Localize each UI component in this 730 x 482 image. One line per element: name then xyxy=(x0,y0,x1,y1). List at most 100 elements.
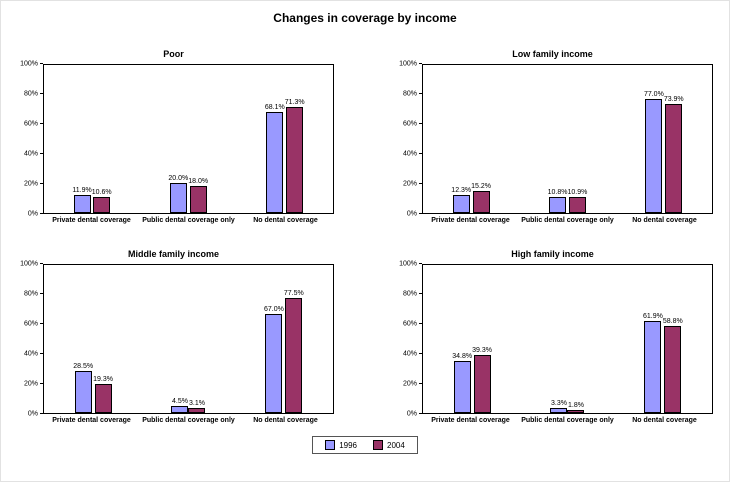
bar-wrapper: 58.8% xyxy=(663,265,683,413)
y-tick-label: 20% xyxy=(402,380,417,388)
y-tick-mark xyxy=(40,63,43,64)
bar-wrapper: 12.3% xyxy=(451,65,471,213)
bar-group: 12.3% 15.2% xyxy=(451,65,491,213)
category-label: Private dental coverage xyxy=(431,217,510,224)
legend-row: 1996 2004 xyxy=(1,436,729,455)
bar-value-label: 1.8% xyxy=(568,402,584,410)
y-tick-label: 20% xyxy=(402,180,417,188)
chart-high-family-income: High family income 0% 20% 40% 60% 80% 100% 34… xyxy=(392,249,713,425)
chart-body: 0% 20% 40% 60% 80% 100% 11.9% 10.6% 20.0% 18.0% 6… xyxy=(13,60,334,218)
chart-title: Poor xyxy=(163,49,184,59)
bar-2004 xyxy=(472,190,490,213)
bar-2004 xyxy=(568,196,586,213)
bar-wrapper: 3.1% xyxy=(188,265,206,413)
x-axis: Private dental coverage Public dental cov… xyxy=(43,214,334,225)
y-tick-mark xyxy=(419,352,422,354)
bar-2004 xyxy=(94,384,112,413)
legend-item: 1996 xyxy=(325,440,357,451)
bar-wrapper: 68.1% xyxy=(265,65,285,213)
category-label: Public dental coverage only xyxy=(142,217,235,224)
x-axis: Private dental coverage Public dental cov… xyxy=(422,214,713,225)
bar-2004 xyxy=(665,103,683,213)
y-tick-mark xyxy=(419,123,422,124)
bar-wrapper: 10.8% xyxy=(547,65,568,213)
category-label: Private dental coverage xyxy=(52,416,131,424)
chart-body: 0% 20% 40% 60% 80% 100% 34.8% 39.3% 3.3% 1.8% 61.… xyxy=(392,260,713,417)
bar-value-label: 34.8% xyxy=(452,353,473,361)
bar-1996 xyxy=(169,183,187,213)
bar-2004 xyxy=(285,298,303,413)
y-tick-mark xyxy=(40,123,43,124)
y-tick-mark xyxy=(419,262,422,264)
bar-value-label: 10.8% xyxy=(547,189,568,197)
category-label: Private dental coverage xyxy=(52,217,131,224)
y-tick-mark xyxy=(40,352,43,354)
bar-value-label: 4.5% xyxy=(172,398,188,406)
y-tick-mark xyxy=(419,93,422,94)
category-label: No dental coverage xyxy=(253,217,318,224)
y-tick-label: 100% xyxy=(399,60,417,68)
bar-value-label: 3.3% xyxy=(551,399,567,407)
y-tick-label: 60% xyxy=(23,320,38,328)
category-label: Public dental coverage only xyxy=(142,416,235,424)
y-tick-label: 20% xyxy=(23,380,38,388)
y-tick-mark xyxy=(40,262,43,264)
bar-value-label: 10.6% xyxy=(91,189,112,197)
bar-value-label: 77.0% xyxy=(643,91,664,99)
plot-area: 11.9% 10.6% 20.0% 18.0% 68.1% 71.3% xyxy=(43,64,334,214)
bar-value-label: 68.1% xyxy=(264,104,285,112)
bar-wrapper: 77.5% xyxy=(284,265,304,413)
y-tick-label: 80% xyxy=(402,290,417,298)
y-tick-mark xyxy=(40,93,43,94)
bar-1996 xyxy=(645,99,663,213)
y-tick-label: 60% xyxy=(402,120,417,128)
y-tick-label: 80% xyxy=(23,290,38,298)
bar-value-label: 28.5% xyxy=(73,362,94,370)
bar-value-label: 15.2% xyxy=(471,182,492,190)
bar-wrapper: 73.9% xyxy=(664,65,684,213)
y-tick-label: 60% xyxy=(402,320,417,328)
legend-swatch-1996 xyxy=(325,440,336,451)
bar-value-label: 10.9% xyxy=(567,188,588,196)
chart-body: 0% 20% 40% 60% 80% 100% 12.3% 15.2% 10.8% 10.9% 7… xyxy=(392,60,713,218)
page-title: Changes in coverage by income xyxy=(273,11,457,25)
bar-value-label: 73.9% xyxy=(663,95,684,103)
bar-wrapper: 4.5% xyxy=(171,265,189,413)
y-tick-label: 100% xyxy=(20,60,38,68)
chart-middle-family-income: Middle family income 0% 20% 40% 60% 80% 100% … xyxy=(13,249,334,425)
bar-2004 xyxy=(473,354,491,413)
category-label: No dental coverage xyxy=(632,416,697,424)
bar-value-label: 12.3% xyxy=(451,186,472,194)
bar-wrapper: 61.9% xyxy=(643,265,663,413)
bar-value-label: 71.3% xyxy=(284,99,305,107)
y-tick-mark xyxy=(419,382,422,384)
y-tick-mark xyxy=(419,292,422,294)
bar-1996 xyxy=(265,313,283,413)
y-tick-mark xyxy=(419,63,422,64)
legend-item: 2004 xyxy=(373,440,405,451)
bar-wrapper: 18.0% xyxy=(188,65,208,213)
y-tick-mark xyxy=(40,153,43,154)
bar-1996 xyxy=(452,194,470,213)
bar-group: 4.5% 3.1% xyxy=(171,265,206,413)
bar-wrapper: 1.8% xyxy=(567,265,585,413)
bar-value-label: 39.3% xyxy=(472,346,492,354)
y-tick-label: 40% xyxy=(23,150,38,158)
chart-body: 0% 20% 40% 60% 80% 100% 28.5% 19.3% 4.5% 3.1% 67.… xyxy=(13,260,334,417)
chart-poor: Poor 0% 20% 40% 60% 80% 100% 11.9% 10.6% 20.0% 1… xyxy=(13,49,334,225)
y-tick-mark xyxy=(40,183,43,184)
y-tick-mark xyxy=(40,382,43,384)
bar-2004 xyxy=(93,197,111,213)
y-tick-mark xyxy=(40,213,43,214)
x-axis: Private dental coverage Public dental cov… xyxy=(43,414,334,425)
y-tick-mark xyxy=(40,412,43,414)
legend-swatch-2004 xyxy=(373,440,383,451)
y-tick-label: 80% xyxy=(402,90,417,98)
category-label: Private dental coverage xyxy=(431,416,510,424)
bar-2004 xyxy=(664,325,682,413)
plot-area: 34.8% 39.3% 3.3% 1.8% 61.9% 58.8% xyxy=(422,263,713,414)
bar-value-label: 3.1% xyxy=(189,400,205,408)
bar-wrapper: 11.9% xyxy=(72,65,92,213)
legend-label: 2004 xyxy=(387,440,405,450)
